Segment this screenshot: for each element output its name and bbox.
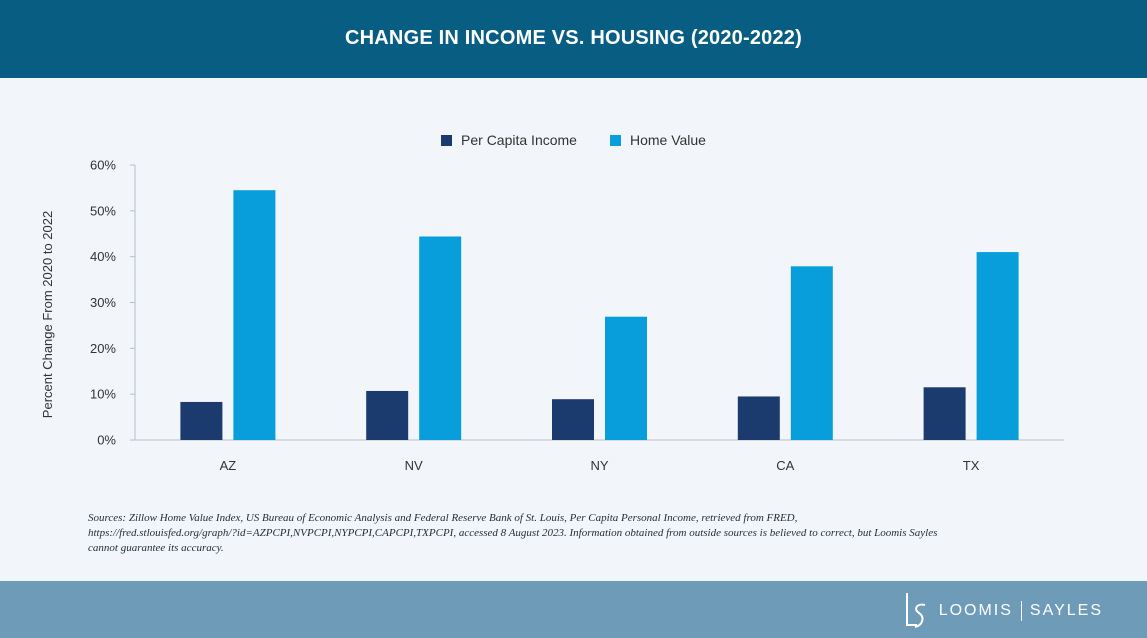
y-tick-label: 20% [90,341,116,356]
bar-az-income [180,401,223,440]
y-tick-label: 40% [90,249,116,264]
bar-tx-income [923,387,966,440]
x-tick-label-ny: NY [590,458,608,473]
chart-legend: Per Capita Income Home Value [0,132,1147,148]
y-tick-label: 50% [90,203,116,218]
logo-text-sayles: SAYLES [1029,602,1103,619]
logo-text-loomis: LOOMIS [938,602,1013,619]
footer-bar: LOOMIS SAYLES [0,581,1147,638]
bar-nv-home-value [419,236,462,440]
x-tick-label-az: AZ [220,458,237,473]
x-tick-label-tx: TX [963,458,980,473]
source-note: Sources: Zillow Home Value Index, US Bur… [88,511,1068,556]
legend-item-home-value: Home Value [609,132,706,148]
bar-ca-income [737,396,780,440]
x-tick-label-nv: NV [405,458,423,473]
source-line-1: Sources: Zillow Home Value Index, US Bur… [88,512,798,524]
y-tick-label: 60% [90,158,116,173]
y-tick-label: 30% [90,295,116,310]
y-axis-title: Percent Change From 2020 to 2022 [40,211,55,418]
loomis-sayles-logo: LOOMIS SAYLES [903,591,1103,631]
bar-az-home-value [233,190,276,440]
chart-title: CHANGE IN INCOME VS. HOUSING (2020-2022) [345,26,802,49]
bar-ny-income [552,399,594,440]
x-tick-label-ca: CA [776,458,794,473]
bar-ny-home-value [605,316,647,440]
logo-wordmark: LOOMIS SAYLES [939,601,1103,621]
bar-nv-income [366,390,409,440]
source-line-3: cannot guarantee its accuracy. [88,542,224,554]
header-bar: CHANGE IN INCOME VS. HOUSING (2020-2022) [0,0,1147,78]
ls-monogram-icon [905,593,925,628]
legend-swatch-income [441,134,453,146]
bar-ca-home-value [790,266,833,440]
logo-divider [1020,601,1022,621]
legend-item-income: Per Capita Income [441,132,577,148]
chart-panel [0,78,1147,581]
source-line-2: https://fred.stlouisfed.org/graph/?id=AZ… [88,527,938,539]
legend-label-income: Per Capita Income [461,132,577,148]
legend-label-home-value: Home Value [629,132,706,148]
y-tick-label: 10% [90,387,116,402]
legend-swatch-home-value [609,134,621,146]
y-tick-label: 0% [97,433,116,448]
bar-tx-home-value [976,252,1019,440]
